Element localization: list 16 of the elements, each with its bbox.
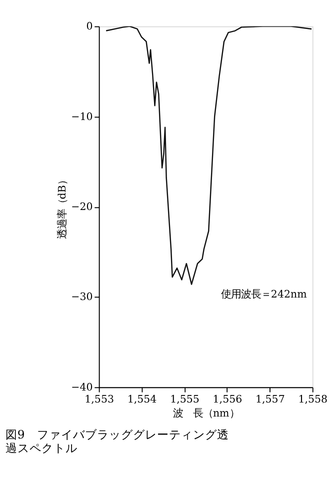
y-tick-label: 0 xyxy=(86,20,93,33)
y-tick-label: −40 xyxy=(71,381,93,394)
y-tick-label: −10 xyxy=(71,110,93,123)
text: 図9 ファイバブラッググレーティング透過スペクトル xyxy=(5,427,229,455)
x-tick-label: 1,553 xyxy=(84,394,114,406)
y-tick-label: −20 xyxy=(71,200,93,213)
annotation: 使用波長＝242nm xyxy=(220,288,308,301)
x-tick-label: 1,555 xyxy=(170,394,200,406)
y-axis-title: 透過率（dB） xyxy=(56,175,69,240)
line-series xyxy=(106,26,312,285)
x-tick-label: 1,556 xyxy=(212,394,242,406)
x-tick-label: 1,554 xyxy=(127,394,157,406)
x-axis-title: 波 長（nm） xyxy=(172,408,240,420)
x-tick-label: 1,558 xyxy=(298,394,328,406)
y-tick-label: −30 xyxy=(71,291,93,304)
x-tick-label: 1,557 xyxy=(256,394,285,406)
